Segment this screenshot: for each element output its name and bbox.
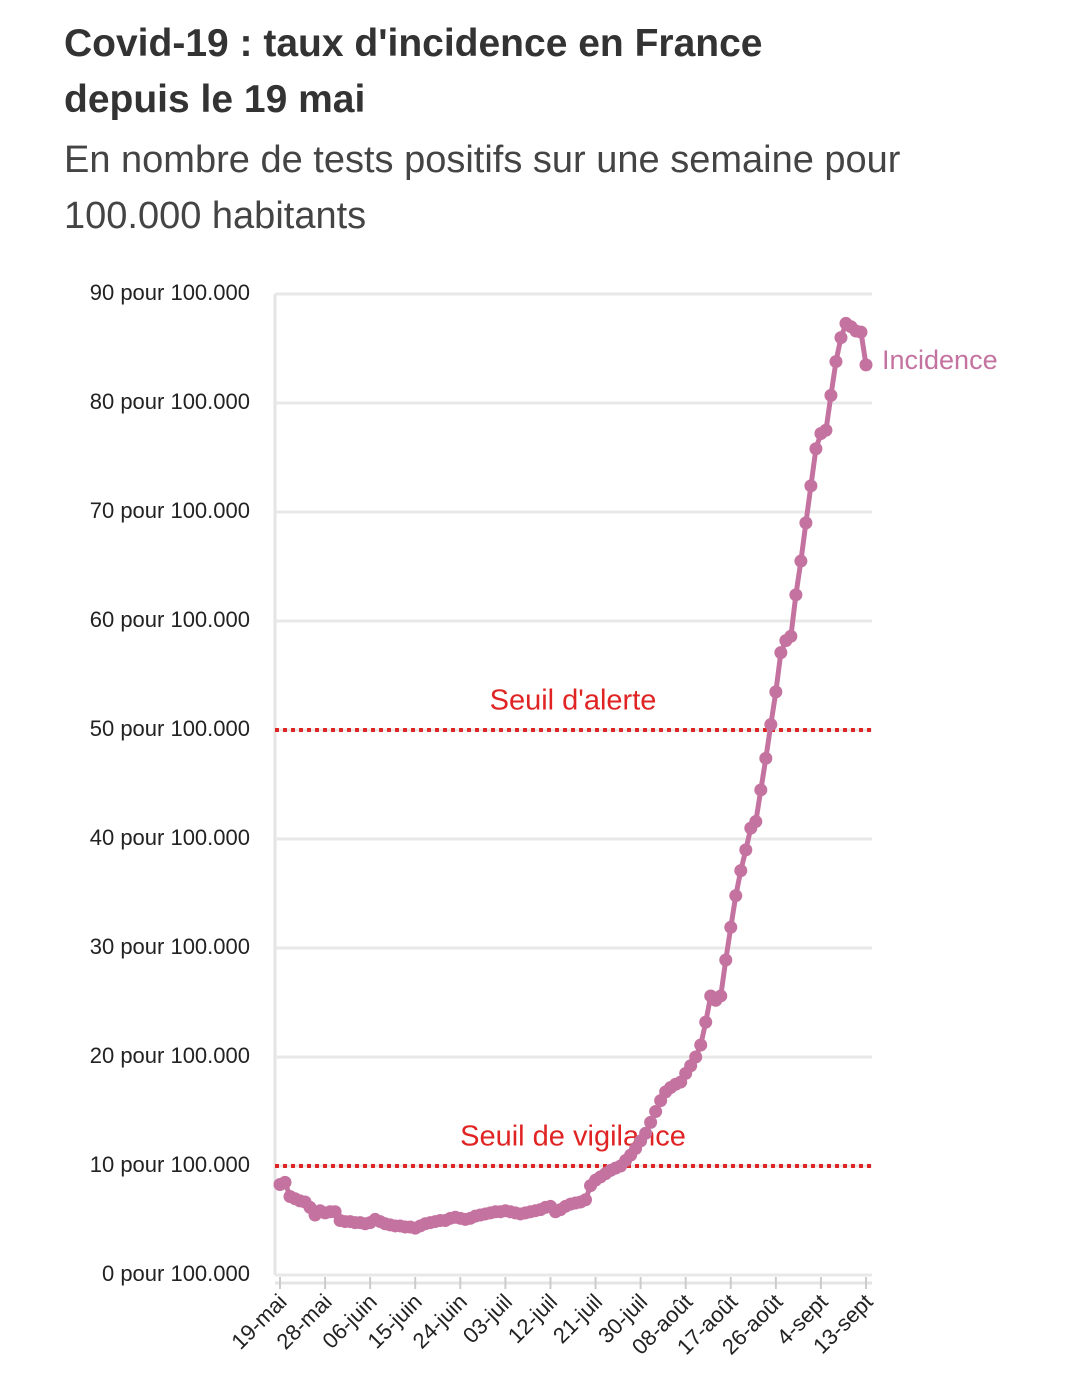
y-tick-label: 30 pour 100.000: [90, 934, 250, 959]
x-tick-label: 12-juil: [503, 1289, 562, 1348]
point: [699, 1015, 713, 1029]
point: [819, 423, 833, 437]
point: [804, 479, 818, 493]
point: [739, 843, 753, 857]
y-tick-label: 0 pour 100.000: [102, 1261, 250, 1286]
y-tick-label: 70 pour 100.000: [90, 498, 250, 523]
point: [639, 1126, 653, 1140]
point: [834, 331, 848, 345]
point: [729, 889, 743, 903]
point: [644, 1115, 658, 1129]
y-tick-label: 50 pour 100.000: [90, 716, 250, 741]
point: [579, 1193, 593, 1207]
point: [774, 646, 788, 660]
point: [689, 1050, 703, 1064]
x-tick-label: 21-juil: [548, 1289, 607, 1348]
point: [714, 989, 728, 1003]
point: [764, 718, 778, 732]
chart-title: Covid-19 : taux d'incidence en France de…: [64, 22, 773, 121]
point: [784, 629, 798, 643]
chart-subtitle: En nombre de tests positifs sur une sema…: [64, 139, 911, 237]
point: [789, 588, 803, 602]
point: [809, 442, 823, 456]
y-tick-label: 40 pour 100.000: [90, 825, 250, 850]
y-tick-label: 80 pour 100.000: [90, 389, 250, 414]
point: [724, 920, 738, 934]
point: [759, 751, 773, 765]
point: [734, 864, 748, 878]
point: [769, 685, 783, 699]
point: [824, 388, 838, 402]
y-tick-label: 20 pour 100.000: [90, 1043, 250, 1068]
point: [799, 516, 813, 530]
y-tick-label: 60 pour 100.000: [90, 607, 250, 632]
point: [754, 783, 768, 797]
point: [794, 554, 808, 568]
x-tick-label: 03-juil: [458, 1289, 517, 1348]
point: [278, 1175, 292, 1189]
point: [854, 325, 868, 339]
point: [829, 355, 843, 369]
y-tick-label: 10 pour 100.000: [90, 1152, 250, 1177]
point: [649, 1105, 663, 1118]
threshold-label: Seuil d'alerte: [490, 685, 657, 717]
point: [859, 358, 873, 372]
point: [694, 1038, 708, 1052]
point: [719, 953, 733, 967]
y-tick-label: 90 pour 100.000: [90, 280, 250, 305]
line: [279, 320, 869, 1231]
point: [749, 815, 763, 829]
series-label: Incidence: [882, 345, 998, 375]
